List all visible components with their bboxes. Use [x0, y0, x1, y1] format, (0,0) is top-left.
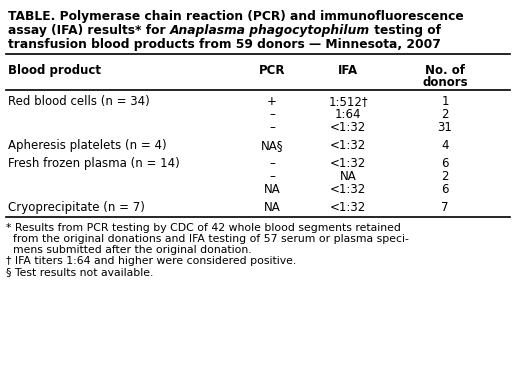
Text: 6: 6 — [441, 183, 449, 196]
Text: <1:32: <1:32 — [330, 157, 366, 170]
Text: TABLE. Polymerase chain reaction (PCR) and immunofluorescence: TABLE. Polymerase chain reaction (PCR) a… — [8, 10, 464, 23]
Text: 4: 4 — [441, 139, 449, 152]
Text: 2: 2 — [441, 170, 449, 183]
Text: NA: NA — [340, 170, 357, 183]
Text: 2: 2 — [441, 108, 449, 121]
Text: from the original donations and IFA testing of 57 serum or plasma speci-: from the original donations and IFA test… — [6, 234, 409, 244]
Text: NA: NA — [264, 183, 280, 196]
Text: –: – — [269, 121, 275, 134]
Text: Blood product: Blood product — [8, 64, 101, 77]
Text: 1: 1 — [441, 95, 449, 108]
Text: † IFA titers 1:64 and higher were considered positive.: † IFA titers 1:64 and higher were consid… — [6, 256, 296, 266]
Text: <1:32: <1:32 — [330, 121, 366, 134]
Text: assay (IFA) results* for: assay (IFA) results* for — [8, 24, 170, 37]
Text: mens submitted after the original donation.: mens submitted after the original donati… — [6, 245, 252, 255]
Text: Cryoprecipitate (n = 7): Cryoprecipitate (n = 7) — [8, 201, 145, 214]
Text: § Test results not available.: § Test results not available. — [6, 267, 153, 277]
Text: 31: 31 — [438, 121, 453, 134]
Text: –: – — [269, 170, 275, 183]
Text: Red blood cells (n = 34): Red blood cells (n = 34) — [8, 95, 150, 108]
Text: donors: donors — [422, 76, 468, 89]
Text: Anaplasma phagocytophilum: Anaplasma phagocytophilum — [170, 24, 370, 37]
Text: PCR: PCR — [259, 64, 285, 77]
Text: testing of: testing of — [370, 24, 441, 37]
Text: Fresh frozen plasma (n = 14): Fresh frozen plasma (n = 14) — [8, 157, 180, 170]
Text: <1:32: <1:32 — [330, 139, 366, 152]
Text: <1:32: <1:32 — [330, 201, 366, 214]
Text: * Results from PCR testing by CDC of 42 whole blood segments retained: * Results from PCR testing by CDC of 42 … — [6, 223, 401, 233]
Text: 1:64: 1:64 — [335, 108, 361, 121]
Text: Apheresis platelets (n = 4): Apheresis platelets (n = 4) — [8, 139, 167, 152]
Text: IFA: IFA — [338, 64, 358, 77]
Text: 6: 6 — [441, 157, 449, 170]
Text: –: – — [269, 108, 275, 121]
Text: 7: 7 — [441, 201, 449, 214]
Text: NA§: NA§ — [261, 139, 283, 152]
Text: +: + — [267, 95, 277, 108]
Text: –: – — [269, 157, 275, 170]
Text: NA: NA — [264, 201, 280, 214]
Text: transfusion blood products from 59 donors — Minnesota, 2007: transfusion blood products from 59 donor… — [8, 38, 441, 51]
Text: <1:32: <1:32 — [330, 183, 366, 196]
Text: 1:512†: 1:512† — [328, 95, 368, 108]
Text: No. of: No. of — [425, 64, 465, 77]
